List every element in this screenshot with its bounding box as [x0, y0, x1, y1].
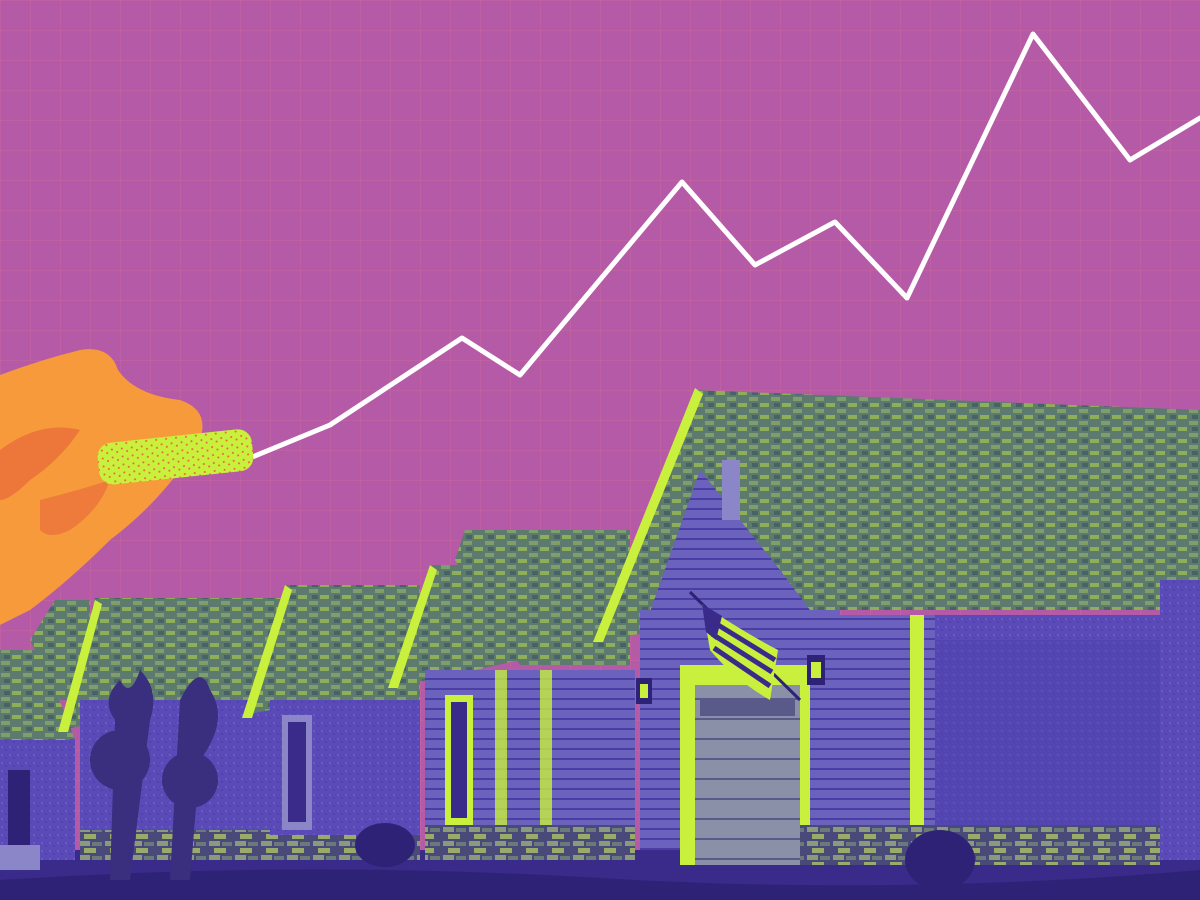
- lawn: [0, 869, 1200, 900]
- chalk-icon: [97, 429, 254, 485]
- house-main: [593, 388, 1200, 865]
- house-far-left: [0, 600, 90, 870]
- house-4: [388, 530, 635, 860]
- house-2: [58, 598, 280, 860]
- tree: [90, 670, 218, 880]
- wall-lamp-icon: [807, 655, 825, 685]
- shrub: [355, 823, 975, 890]
- trend-line-icon: [247, 31, 1200, 461]
- hand-icon: [0, 349, 203, 625]
- flag-icon: [688, 590, 802, 702]
- wall-lamp-icon: [636, 678, 652, 704]
- house-3: [242, 585, 420, 860]
